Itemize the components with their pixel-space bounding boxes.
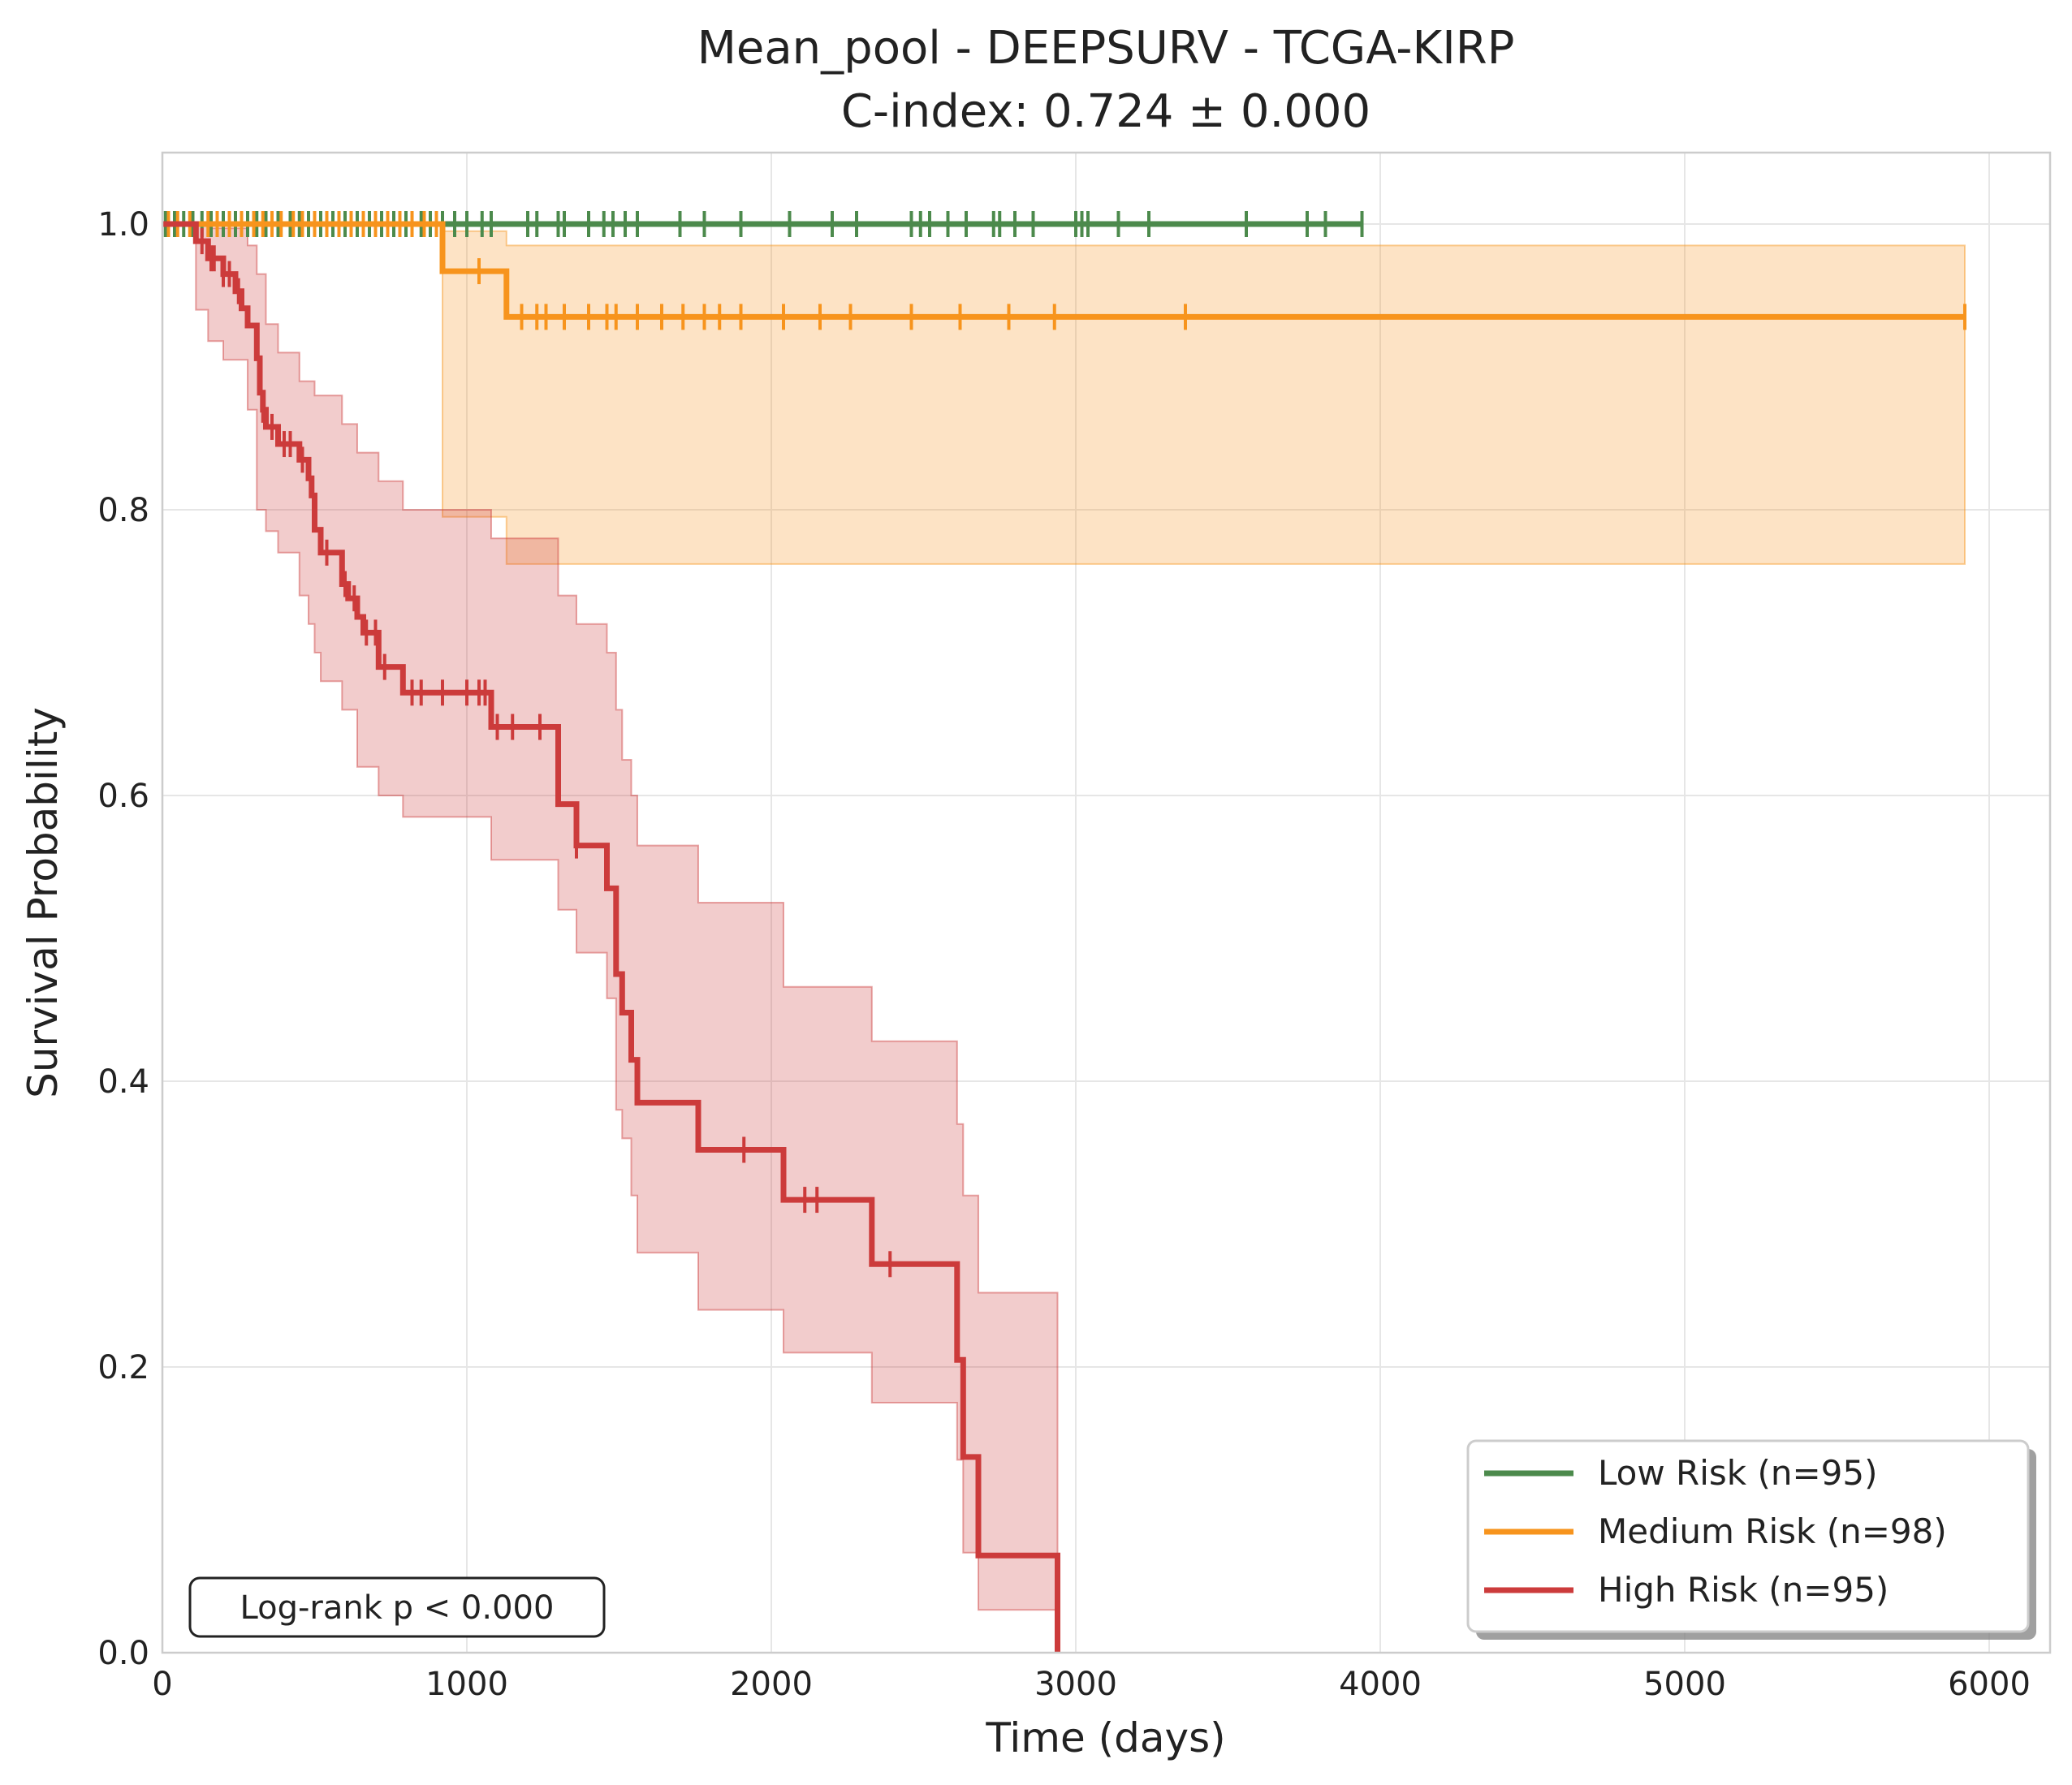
chart-subtitle: C-index: 0.724 ± 0.000 [841,85,1371,138]
x-axis-label: Time (days) [985,1714,1225,1761]
x-tick-label: 5000 [1643,1666,1726,1703]
logrank-annotation: Log-rank p < 0.000 [188,1576,606,1638]
axis-ticks: 0 1000 2000 3000 4000 5000 6000 0.0 0.2 0.4 0.6 0.8… [97,206,2031,1703]
plot-frame [161,151,2052,1654]
x-tick-label: 2000 [730,1666,813,1703]
y-tick-label: 0.4 [97,1063,149,1101]
legend-box [1466,1439,2030,1633]
legend-label: Medium Risk (n=98) [1598,1511,1947,1551]
survival-curve [162,221,1060,1653]
x-tick-label: 1000 [425,1666,508,1703]
confidence-bands [162,223,1966,1611]
legend: Low Risk (n=95) Medium Risk (n=98) High Ri… [1466,1439,2036,1640]
logrank-text: Log-rank p < 0.000 [240,1589,555,1627]
y-tick-label: 0.2 [97,1349,149,1386]
x-tick-label: 4000 [1339,1666,1422,1703]
y-tick-label: 0.0 [97,1635,149,1672]
legend-label: Low Risk (n=95) [1598,1453,1878,1493]
x-tick-label: 0 [152,1666,172,1703]
survival-curve [162,221,1965,320]
y-tick-label: 0.6 [97,778,149,815]
legend-label: High Risk (n=95) [1598,1570,1889,1610]
x-tick-label: 6000 [1948,1666,2031,1703]
x-tick-label: 3000 [1034,1666,1117,1703]
annotation-box [188,1576,606,1638]
survival-curves [162,211,1966,1653]
chart-title: Mean_pool - DEEPSURV - TCGA-KIRP [697,22,1515,75]
y-tick-label: 1.0 [97,206,149,244]
y-tick-label: 0.8 [97,492,149,529]
y-axis-label: Survival Probability [19,707,67,1098]
confidence-band [162,223,1059,1611]
